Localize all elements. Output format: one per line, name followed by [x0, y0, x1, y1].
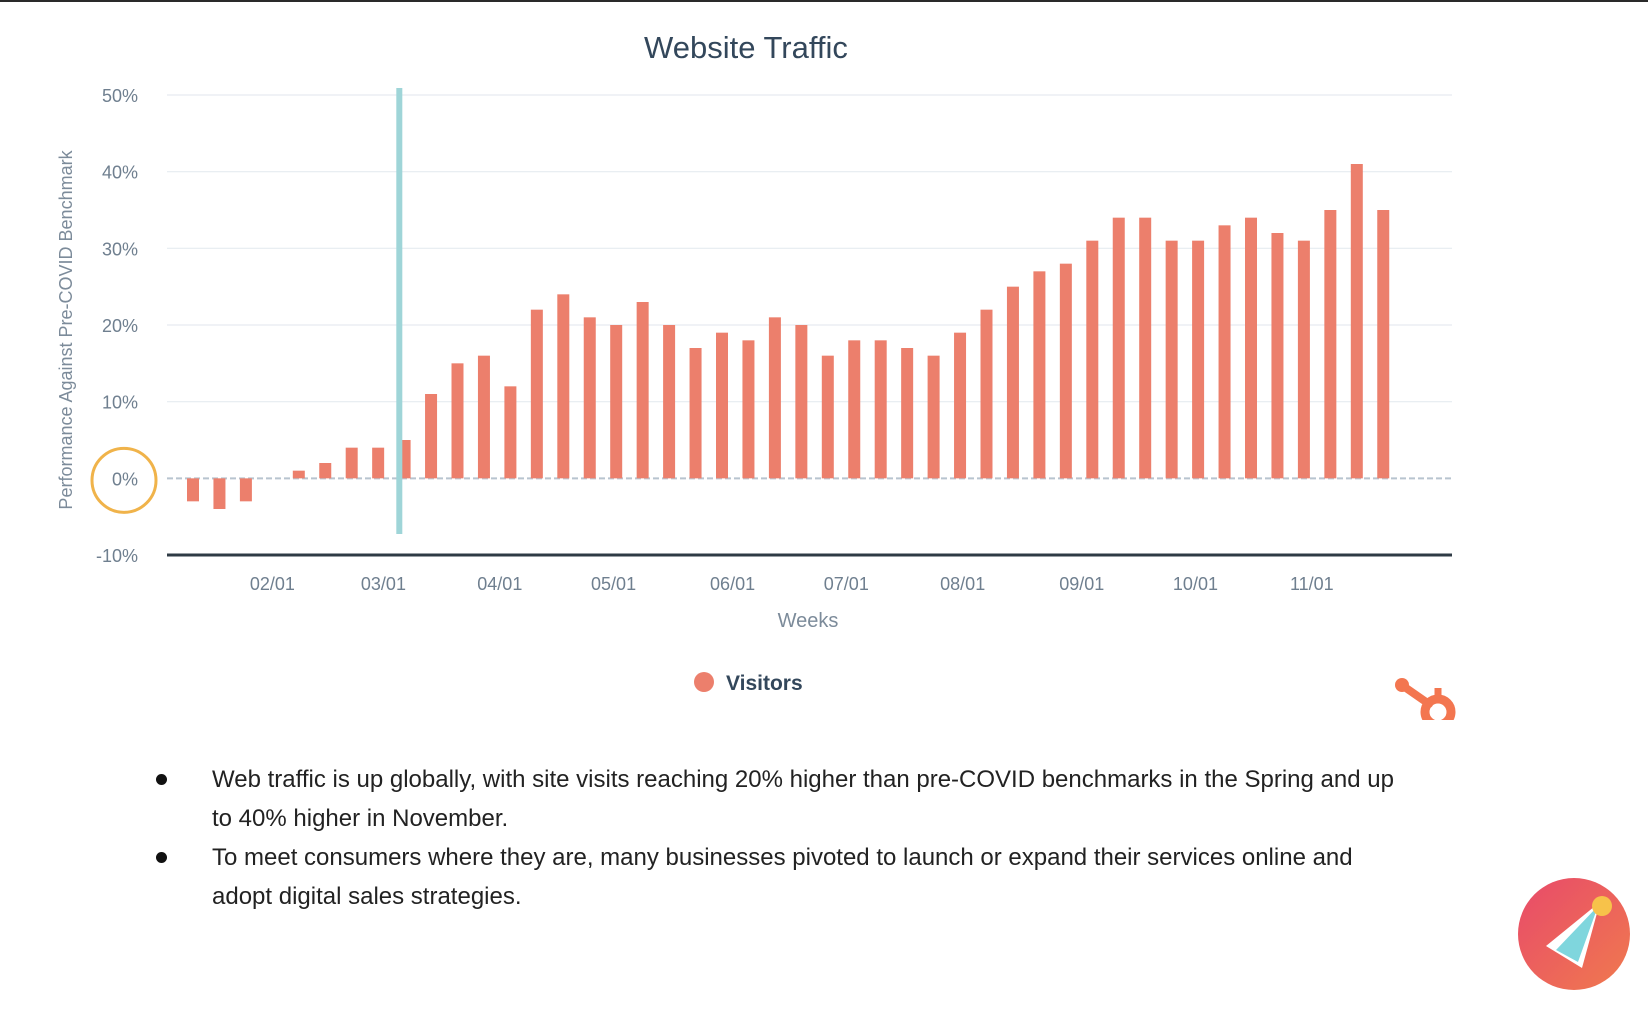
bar-visitors: [1324, 210, 1337, 479]
bar-visitors: [1218, 225, 1231, 479]
x-tick-label: 02/01: [250, 574, 295, 594]
bar-visitors: [319, 463, 332, 479]
bar-visitors: [504, 386, 517, 479]
y-tick-label: 20%: [102, 316, 138, 336]
bar-visitors: [477, 355, 490, 479]
bar-visitors: [768, 317, 781, 479]
website-traffic-chart: Website Traffic 50% 40% 30% 20% 10% 0% -10% 02…: [56, 30, 1456, 720]
bar-visitors: [1112, 217, 1125, 479]
bar-visitors: [1139, 217, 1152, 479]
legend-swatch-visitors: [694, 672, 714, 692]
gridlines: [167, 94, 1452, 480]
x-tick-label: 11/01: [1290, 574, 1334, 594]
x-tick-label: 07/01: [824, 574, 869, 594]
legend-label-visitors: Visitors: [726, 672, 803, 695]
bar-visitors: [1033, 271, 1046, 479]
x-tick-label: 05/01: [591, 574, 636, 594]
vertical-marker: [396, 88, 403, 534]
zero-highlight-circle: [90, 446, 158, 514]
bullet-list: Web traffic is up globally, with site vi…: [150, 760, 1400, 916]
bar-visitors: [1086, 240, 1099, 479]
bar-visitors: [1350, 164, 1363, 479]
y-tick-label: 30%: [102, 239, 138, 259]
x-tick-label: 10/01: [1173, 574, 1218, 594]
y-tick-label: 10%: [102, 393, 138, 413]
y-tick-label: 50%: [102, 86, 138, 106]
bar-visitors: [980, 309, 993, 479]
bar-visitors: [716, 332, 728, 479]
x-tick-label: 04/01: [477, 574, 522, 594]
bar-visitors: [345, 447, 358, 479]
bar-visitors: [451, 363, 464, 479]
bullet-item: Web traffic is up globally, with site vi…: [150, 760, 1400, 838]
bar-visitors: [663, 325, 676, 479]
bar-visitors: [557, 294, 570, 479]
bar-visitors: [689, 348, 702, 479]
y-tick-label: 0%: [112, 469, 138, 489]
zero-circle: [90, 446, 158, 514]
bar-visitors: [187, 478, 199, 502]
bar-visitors: [795, 325, 808, 479]
bar-visitors: [1165, 240, 1178, 479]
y-tick-label: -10%: [96, 546, 138, 566]
x-tick-label: 08/01: [940, 574, 985, 594]
vertical-marker-line: [396, 88, 403, 534]
legend: Visitors: [694, 672, 803, 695]
bar-visitors: [636, 302, 649, 479]
y-tick-label: 40%: [102, 163, 138, 183]
chart-title: Website Traffic: [644, 30, 848, 65]
bar-visitors: [821, 355, 834, 479]
bar-visitors: [954, 332, 967, 479]
bar-visitors: [292, 470, 305, 479]
bar-visitors: [1245, 217, 1257, 479]
bullet-item: To meet consumers where they are, many b…: [150, 838, 1400, 916]
bar-visitors: [927, 355, 940, 479]
bar-visitors: [239, 478, 252, 502]
bar-visitors: [874, 340, 887, 479]
bar-visitors: [1377, 210, 1390, 479]
bar-visitors: [213, 478, 226, 509]
bar-series-visitors: [187, 164, 1390, 509]
bar-visitors: [901, 348, 914, 479]
bar-visitors: [1297, 240, 1310, 479]
y-axis-tick-labels: 50% 40% 30% 20% 10% 0% -10%: [96, 86, 138, 566]
x-tick-label: 06/01: [710, 574, 755, 594]
x-tick-label: 03/01: [361, 574, 406, 594]
bar-visitors: [742, 340, 755, 479]
bar-visitors: [1271, 233, 1284, 479]
top-border: [0, 0, 1648, 2]
bar-visitors: [1006, 286, 1019, 479]
x-axis: 02/01 03/01 04/01 05/01 06/01 07/01 08/01 09/01…: [167, 553, 1452, 594]
x-tick-label: 09/01: [1059, 574, 1104, 594]
y-axis-label: Performance Against Pre-COVID Benchmark: [56, 149, 76, 509]
bar-visitors: [425, 394, 438, 479]
bar-visitors: [583, 317, 596, 479]
hubspot-sprocket-icon: [1395, 678, 1456, 720]
bar-visitors: [848, 340, 861, 479]
bar-visitors: [610, 325, 623, 479]
bar-visitors: [1192, 240, 1205, 479]
bar-visitors: [1059, 263, 1072, 479]
bar-visitors: [372, 447, 385, 479]
x-axis-label: Weeks: [778, 610, 839, 632]
bar-visitors: [530, 309, 543, 479]
rocket-circle-logo: [1518, 878, 1630, 990]
